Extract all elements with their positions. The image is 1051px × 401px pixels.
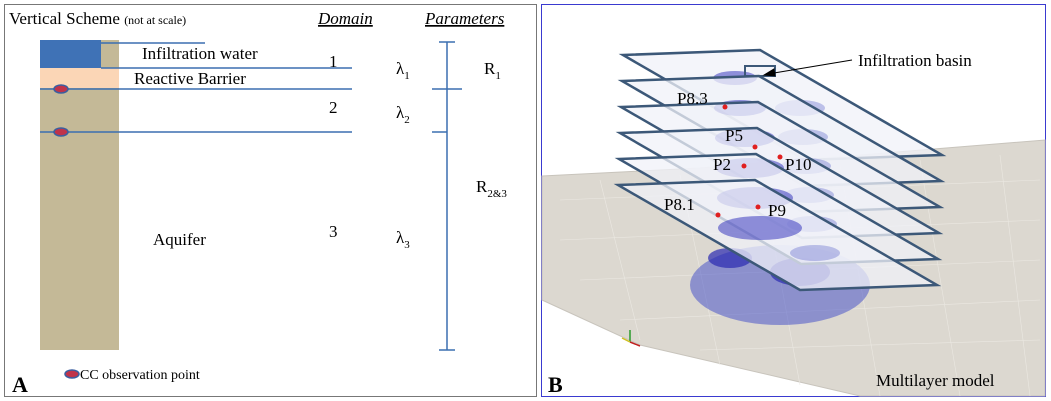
figure: Vertical Scheme (not at scale) Domain Pa…: [0, 0, 1051, 401]
resistance: R2&3: [476, 177, 507, 200]
symbol: R: [476, 177, 488, 196]
barrier-layer: [40, 68, 119, 88]
point-marker: [742, 164, 747, 169]
water-layer: [40, 40, 101, 68]
subscript: 2&3: [487, 188, 507, 200]
layer-plume: [718, 216, 802, 240]
title-note: (not at scale): [124, 13, 186, 27]
domain: 3: [329, 222, 338, 241]
point-label: P8.1: [664, 195, 695, 214]
subscript: 1: [404, 70, 410, 82]
symbol: R: [484, 59, 496, 78]
lambda: λ1: [396, 59, 410, 82]
lambda: λ2: [396, 103, 410, 126]
header: Parameters: [424, 9, 505, 28]
point-label: P8.3: [677, 89, 708, 108]
subscript: 3: [404, 239, 410, 251]
subscript: 1: [495, 70, 501, 82]
annotation: Infiltration basin: [858, 51, 972, 70]
point-marker: [778, 155, 783, 160]
lambda: λ3: [396, 228, 410, 251]
point-label: P10: [785, 155, 811, 174]
layer-label: Aquifer: [153, 230, 206, 249]
point-label: P5: [725, 126, 743, 145]
point-marker: [756, 205, 761, 210]
domain: 2: [329, 98, 338, 117]
layer-plume: [790, 245, 840, 261]
point-marker: [723, 105, 728, 110]
panel-label: B: [548, 372, 563, 397]
point-marker: [716, 213, 721, 218]
point-label: P2: [713, 155, 731, 174]
panel-a-title: Vertical Scheme (not at scale): [9, 9, 186, 28]
domain: 1: [329, 52, 338, 71]
subscript: 2: [404, 114, 410, 126]
layer-label: Reactive Barrier: [134, 69, 246, 88]
caption: Multilayer model: [876, 371, 995, 390]
point-label: P9: [768, 201, 786, 220]
title: Vertical Scheme: [9, 9, 120, 28]
resistance: R1: [484, 59, 501, 82]
panel-label: A: [12, 372, 28, 397]
legend: CC observation point: [80, 368, 200, 383]
point-marker: [753, 145, 758, 150]
header: Domain: [317, 9, 373, 28]
layer-label: Infiltration water: [142, 44, 258, 63]
